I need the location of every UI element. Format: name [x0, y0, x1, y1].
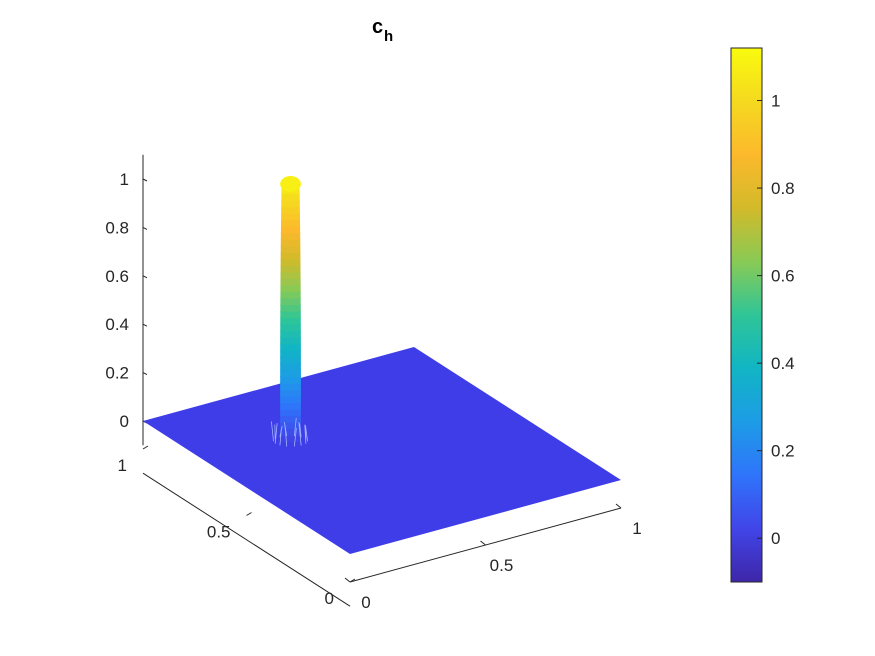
z-tick-label: 0.8 [105, 218, 129, 237]
surface-peak-slice [280, 291, 300, 299]
surface-peak-slice [280, 330, 301, 338]
y-tick-label: 0.5 [207, 523, 231, 542]
colorbar-tick-label: 0.2 [771, 442, 795, 461]
surface-peak-slice [281, 258, 301, 266]
surface-peak-slice [280, 278, 300, 286]
z-tick-label: 0.4 [105, 315, 129, 334]
surface-peak-slice [281, 213, 300, 221]
surface-peak-slice [280, 363, 301, 371]
z-tick-mark [143, 276, 147, 278]
surface-peak-slice [280, 356, 301, 364]
surface-peak-slice [281, 232, 300, 240]
surface-peak-slice [280, 285, 300, 293]
colorbar-tick-label: 0.4 [771, 354, 795, 373]
surface-peak-slice [281, 245, 301, 253]
z-tick-mark [143, 324, 147, 326]
surface-peak-slice [280, 311, 300, 319]
z-tick-mark [143, 179, 147, 181]
surface-peak-slice [281, 265, 301, 273]
colorbar: 0 0.2 0.4 0.6 0.8 1 [731, 48, 795, 582]
surface-peak-slice [280, 402, 301, 410]
y-tick-mark [247, 513, 252, 516]
surface-peak-slice [281, 271, 301, 279]
surface-peak-slice [281, 206, 300, 214]
z-tick-label: 0.6 [105, 267, 129, 286]
x-tick-mark [481, 541, 486, 545]
surface-peak-slice [281, 252, 301, 260]
surface-peak-slice [281, 219, 300, 227]
z-tick-label: 0.2 [105, 364, 129, 383]
surface-mesh-line [305, 427, 306, 439]
surface-plot [143, 176, 621, 554]
surface-peak-slice [280, 428, 301, 436]
colorbar-gradient [731, 48, 762, 582]
surface-peak-slice [280, 304, 300, 312]
surface-peak-slice [281, 200, 300, 208]
colorbar-tick-label: 0.8 [771, 179, 795, 198]
surface-peak-slice [281, 239, 300, 247]
y-tick-mark [143, 446, 148, 449]
z-tick-label: 0 [120, 412, 129, 431]
surface-peak-slice [281, 226, 300, 234]
colorbar-tick-label: 0 [771, 529, 780, 548]
y-tick-label: 1 [118, 456, 127, 475]
surface-peak-slice [280, 337, 301, 345]
surface-peak-slice [280, 409, 301, 417]
colorbar-tick-label: 0.6 [771, 267, 795, 286]
title-subscript: h [384, 28, 393, 45]
z-tick-mark [143, 227, 147, 229]
surface-peak-slice [280, 343, 301, 351]
surface-peak-slice [280, 435, 301, 443]
surface-peak-slice [280, 369, 301, 377]
z-tick-label: 1 [120, 170, 129, 189]
chart-title: c h [372, 16, 393, 45]
z-tick-mark [143, 373, 147, 375]
surface-peak-slice [280, 350, 301, 358]
surface-peak-slice [280, 389, 301, 397]
surface-peak-slice [280, 415, 301, 423]
surface-peak-slice [280, 383, 301, 391]
surface-peak-top [280, 176, 301, 192]
x-tick-label: 1 [632, 519, 641, 538]
surface-peak-slice [280, 298, 300, 306]
y-tick-label: 0 [325, 589, 334, 608]
surface-peak-slice [280, 396, 301, 404]
title-text: c [372, 16, 383, 38]
surface-peak-slice [280, 324, 301, 332]
x-tick-mark [616, 504, 621, 508]
x-tick-label: 0.5 [490, 556, 514, 575]
surface-peak-slice [280, 376, 301, 384]
surface-peak-slice [281, 193, 299, 201]
surface-peak-slice [280, 422, 301, 430]
x-tick-label: 0 [361, 593, 370, 612]
colorbar-tick-label: 1 [771, 92, 780, 111]
surface-peak-slice [280, 317, 301, 325]
x-tick-mark [345, 578, 350, 582]
